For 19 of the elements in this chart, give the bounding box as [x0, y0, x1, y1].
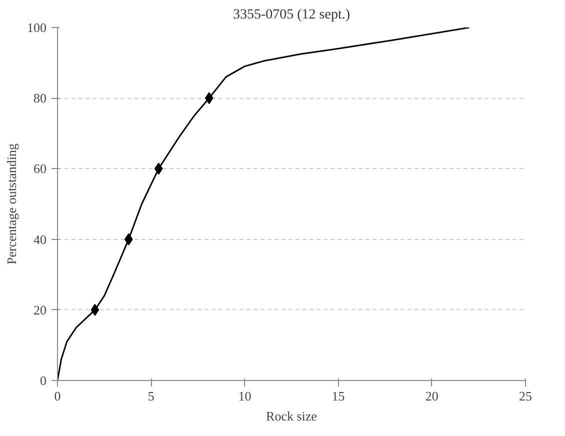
x-tick-label: 10	[238, 388, 252, 404]
x-tick-label: 25	[519, 388, 532, 404]
point	[90, 304, 100, 316]
y-tick-label: 0	[40, 373, 46, 388]
x-tick-label: 15	[332, 388, 345, 404]
y-tick-label: 60	[34, 161, 46, 176]
point	[154, 162, 163, 175]
y-tick-label: 80	[34, 90, 46, 106]
x-tick-label: 5	[148, 388, 154, 404]
point	[124, 233, 133, 246]
point	[204, 92, 214, 104]
x-tick-label: 0	[54, 388, 61, 404]
x-tick-label: 20	[425, 388, 438, 404]
y-axis-title: Percentage outstanding	[4, 143, 19, 264]
y-tick-label: 100	[27, 20, 46, 35]
y-tick-label: 20	[34, 302, 46, 318]
chart-title: 3355-0705 (12 sept.)	[232, 8, 350, 22]
y-tick-label: 40	[34, 232, 46, 247]
x-axis-title: Rock size	[266, 408, 318, 424]
